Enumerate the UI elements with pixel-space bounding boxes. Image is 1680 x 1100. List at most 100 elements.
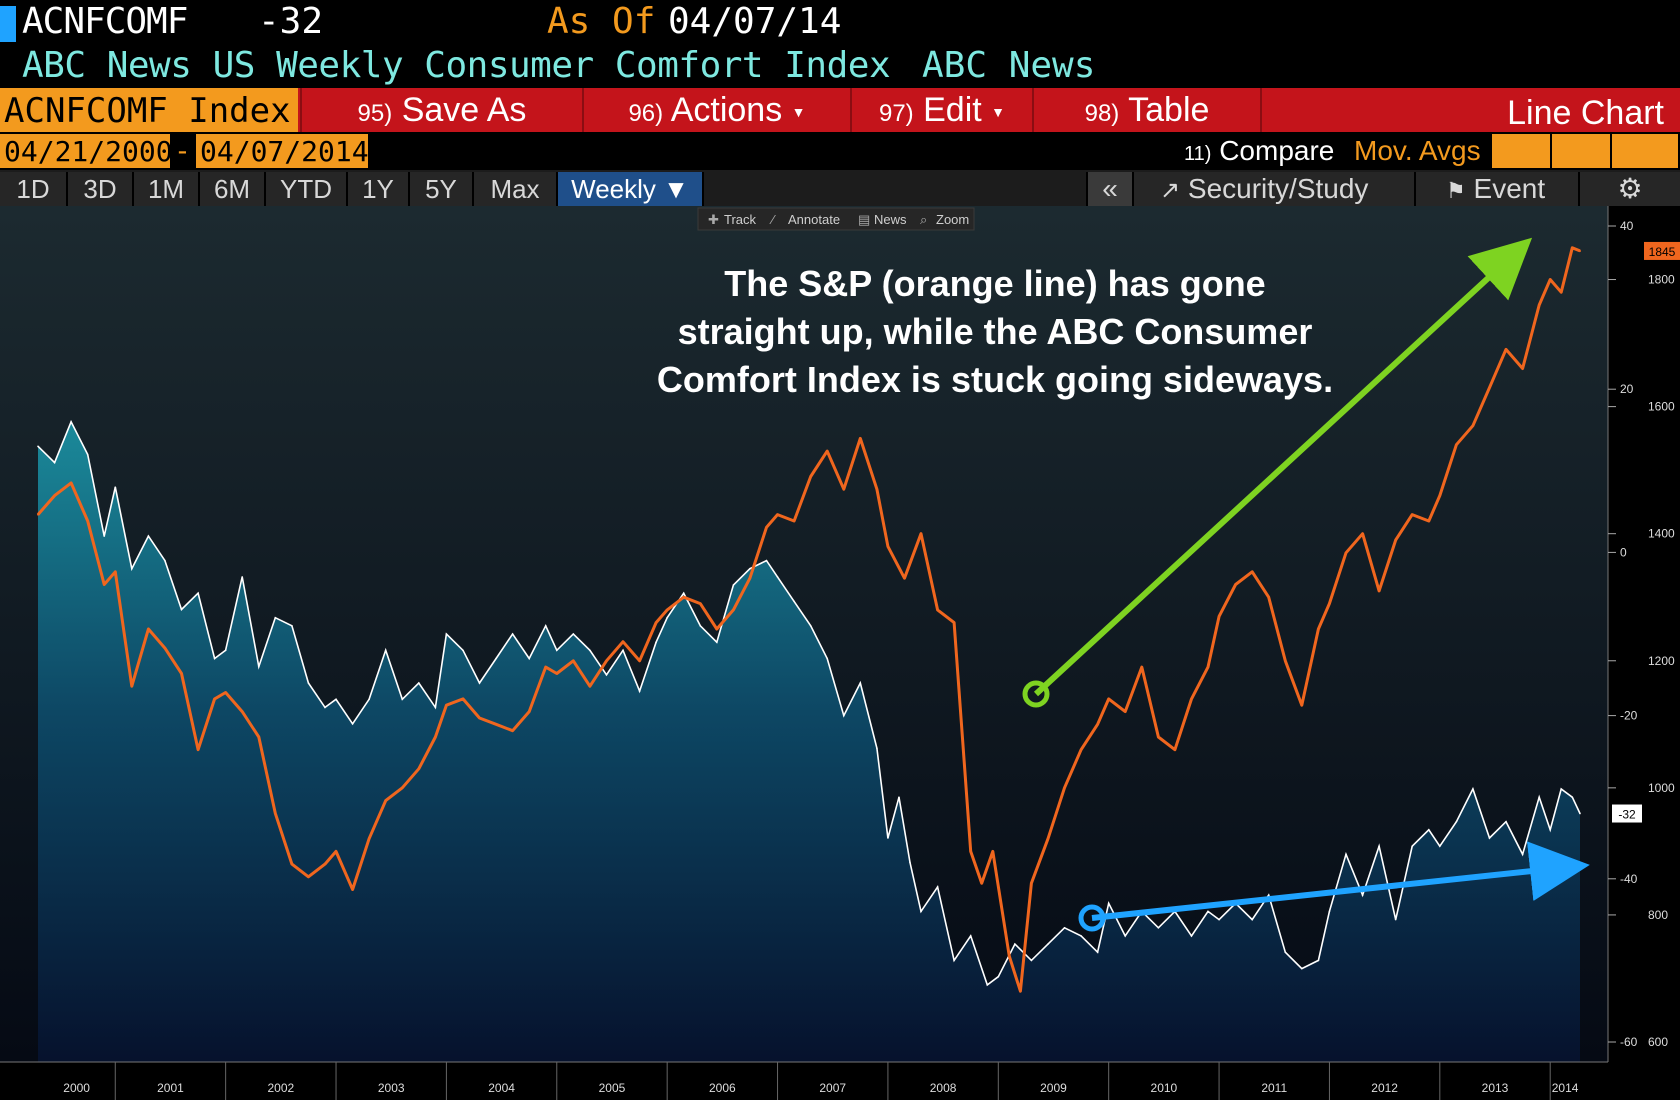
flag-icon: ⚑ [1446,178,1466,203]
index-point-87 [1394,918,1397,921]
sp500-point-31 [528,710,531,713]
settings-button[interactable]: ⚙ [1578,172,1680,206]
sp500-point-64 [1030,882,1033,885]
sp500-point-25 [434,736,437,739]
start-date-field[interactable]: 04/21/2000 [0,134,173,168]
sp500-point-72 [1157,736,1160,739]
right-axis-label-0: 1800 [1648,273,1675,287]
table-button[interactable]: 98) Table [1032,88,1260,132]
news-tool[interactable]: News [874,212,907,227]
event-button[interactable]: ⚑ Event [1414,172,1578,206]
chart-area[interactable]: 40 20 0 -20 -40 -60 1800 1600 1400 1200 1000 800 600… [0,206,1680,1100]
sp500-point-0 [37,513,39,516]
index-point-7 [147,535,150,537]
range-1m[interactable]: 1M [134,172,200,206]
range-ytd[interactable]: YTD [266,172,348,206]
sp500-point-6 [130,685,133,688]
index-point-25 [434,706,437,709]
blue-arrow-line [1091,841,1590,921]
mov-avgs-button[interactable]: Mov. Avgs [1354,135,1481,166]
time-range-toolbar: 1D 3D 1M 6M YTD 1Y 5Y Max Weekly ▼ « ↗ S… [0,170,1680,206]
save-as-button[interactable]: 95) Save As [300,88,582,132]
sp500-point-70 [1124,710,1127,713]
range-1y[interactable]: 1Y [348,172,410,206]
sp500-point-46 [765,526,768,529]
end-date-field[interactable]: 04/07/2014 [196,134,369,168]
index-point-76 [1218,918,1220,921]
sp500-point-19 [335,850,338,853]
sp500-point-17 [307,875,310,878]
annotate-tool[interactable]: Annotate [788,212,840,227]
sp500-point-40 [666,608,669,611]
index-point-83 [1328,910,1331,913]
security-field[interactable]: ACNFCOMF Index [0,88,298,132]
left-axis-label-2: 0 [1620,545,1627,559]
security-name: ABC News US Weekly Consumer Comfort Inde… [22,45,891,86]
edit-dropdown-icon: ▼ [991,104,1006,121]
mov-avg-field-3[interactable] [1612,134,1678,168]
index-point-13 [241,576,244,578]
sp500-point-69 [1107,697,1110,700]
sp500-point-62 [1008,955,1011,958]
range-5y[interactable]: 5Y [410,172,474,206]
sp500-point-24 [417,767,420,770]
left-axis-label-3: -20 [1620,709,1638,723]
index-point-18 [324,706,326,709]
mov-avg-field-1[interactable] [1492,134,1550,168]
green-arrow-start [1022,680,1050,708]
zoom-tool[interactable]: Zoom [936,212,969,227]
sp500-point-82 [1317,628,1320,630]
right-axis-label-5: 800 [1648,908,1668,922]
frequency-dropdown[interactable]: Weekly ▼ [558,172,704,206]
index-point-56 [909,861,911,864]
sp500-point-100 [1579,249,1581,252]
compare-number: 11) [1184,143,1212,165]
chart-type-label[interactable]: Line Chart [1507,94,1664,132]
compare-button[interactable]: 11) Compare [1184,134,1334,171]
sp500-point-60 [980,882,983,885]
sp500-point-23 [401,786,404,789]
index-point-85 [1361,894,1364,896]
index-point-36 [605,674,608,676]
sp500-point-39 [655,621,658,624]
index-point-53 [876,747,878,750]
collapse-button[interactable]: « [1086,172,1132,206]
security-study-button[interactable]: ↗ Security/Study [1132,172,1414,206]
index-point-20 [351,722,354,725]
sp500-point-54 [886,545,889,548]
ticker-symbol: ACNFCOMF [22,1,188,42]
range-1d[interactable]: 1D [0,172,68,206]
sp500-point-30 [511,729,514,732]
range-3d[interactable]: 3D [68,172,134,206]
mov-avg-field-2[interactable] [1552,134,1610,168]
track-tool[interactable]: Track [724,212,757,227]
index-point-2 [70,421,72,423]
axis-layer: 40 20 0 -20 -40 -60 1800 1600 1400 1200 1000 800 600… [0,206,1680,1100]
edit-button[interactable]: 97) Edit ▼ [850,88,1032,132]
sp500-point-87 [1394,539,1397,542]
last-value: -32 [258,1,324,42]
annotation-line-2: Comfort Index is stuck going sideways. [657,359,1333,400]
index-point-54 [887,837,889,839]
index-point-48 [793,600,795,603]
x-axis-label-10: 2010 [1151,1081,1178,1095]
sp500-point-35 [588,685,591,688]
range-max[interactable]: Max [474,172,558,206]
line-chart[interactable]: 40 20 0 -20 -40 -60 1800 1600 1400 1200 1000 800 600… [0,206,1680,1100]
blue-arrow [1078,841,1590,932]
index-point-3 [86,453,89,456]
range-6m[interactable]: 6M [200,172,266,206]
index-point-88 [1411,845,1414,847]
sp500-point-90 [1438,494,1441,497]
compare-label: Compare [1219,135,1335,166]
sp500-point-76 [1218,615,1221,618]
menu-bar: ACNFCOMF Index 95) Save As 96) Actions ▼… [0,88,1680,132]
x-axis-label-3: 2003 [378,1081,405,1095]
gear-icon: ⚙ [1617,173,1643,204]
sp500-point-2 [70,481,73,484]
left-axis-label-4: -40 [1620,872,1638,886]
date-range-row: 04/21/2000 - 04/07/2014 11) Compare Mov.… [0,132,1680,168]
actions-button[interactable]: 96) Actions ▼ [582,88,850,132]
index-point-39 [655,641,657,643]
sp500-point-92 [1471,424,1474,427]
